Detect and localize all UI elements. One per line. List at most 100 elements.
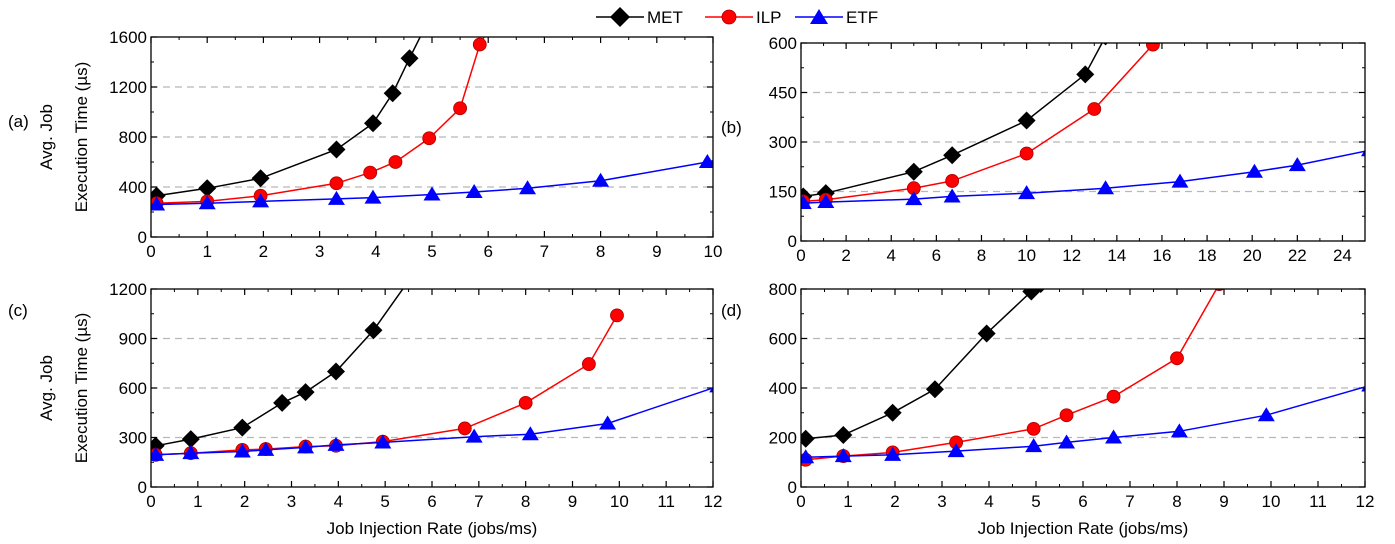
point-met [364,321,383,340]
point-met [181,430,200,449]
point-etf [198,195,216,210]
plot-frame [800,42,1366,242]
y-tick-label: 1200 [109,78,147,97]
point-ilp [453,101,468,116]
y-tick-label: 0 [138,228,147,247]
x-tick-label: 6 [932,246,941,265]
point-ilp [1087,102,1102,116]
x-tick-label: 6 [483,242,492,261]
point-etf [182,445,200,460]
panel-label-a: (a) [8,112,29,131]
point-etf [905,191,923,206]
x-tick-label: 0 [796,492,805,511]
point-etf [1170,423,1188,438]
series-line-met [803,43,1103,198]
point-etf [817,194,835,209]
x-tick-label: 5 [427,242,436,261]
series-line-ilp [155,315,618,456]
plot-frame [800,288,1366,488]
y-tick-label: 1600 [109,28,147,47]
legend-label-ilp: ILP [756,8,782,27]
x-tick-label: 20 [1243,246,1262,265]
point-etf [423,186,441,201]
legend-marker-etf [810,9,828,24]
series-line-ilp [156,37,485,205]
point-etf [519,180,537,195]
legend-label-met: MET [647,8,683,27]
point-etf [801,195,812,210]
legend-item-ilp: ILP [705,8,782,27]
point-etf [151,196,166,211]
y-tick-label: 0 [788,478,797,497]
point-met [400,49,419,68]
y-tick-label: 600 [769,330,797,349]
legend: MET ILP ETF [596,7,878,27]
panel-label-d: (d) [721,301,742,320]
point-met [1017,111,1036,130]
point-ilp [485,18,498,31]
x-tick-label: 8 [977,246,986,265]
x-tick-label: 7 [474,492,483,511]
point-etf [1288,157,1306,172]
point-etf [710,160,713,166]
x-tick-label: 12 [704,492,723,511]
series-line-etf [805,386,1365,459]
x-tick-label: 10 [704,242,723,261]
point-etf [1025,438,1043,453]
point-etf [521,426,539,441]
x-tick-label: 12 [1356,492,1375,511]
y-tick-label: 450 [769,84,797,103]
point-met [925,380,944,399]
x-tick-label: 16 [1152,246,1171,265]
x-tick-label: 10 [610,492,629,511]
point-etf [257,441,275,456]
x-tick-label: 12 [1062,246,1081,265]
x-tick-label: 6 [1078,492,1087,511]
x-axis-title-right: Job Injection Rate (jobs/ms) [978,519,1189,538]
x-tick-label: 14 [1107,246,1126,265]
point-etf [465,184,483,198]
point-etf [884,446,902,461]
x-tick-label: 6 [427,492,436,511]
point-met [977,324,996,343]
point-etf [1058,434,1076,449]
panel-label-b: (b) [721,118,742,137]
point-met [198,179,217,198]
point-etf [1245,163,1263,178]
series-area [801,43,1365,210]
point-ilp [422,131,437,146]
point-met [363,114,382,133]
point-etf [592,172,610,187]
y-tick-label: 800 [119,128,147,147]
x-tick-label: 5 [380,492,389,511]
y-tick-label: 0 [138,478,147,497]
plot-frame [150,288,714,488]
legend-marker-ilp [721,9,737,25]
point-ilp [945,174,960,188]
x-tick-label: 22 [1288,246,1307,265]
point-etf [947,443,965,458]
x-tick-label: 9 [652,242,661,261]
x-tick-label: 24 [1333,246,1352,265]
series-line-met [805,289,1036,440]
y-tick-label: 150 [769,183,797,202]
x-tick-label: 3 [937,492,946,511]
y-axis-title-top-line1: Avg. Job [37,104,56,170]
x-tick-label: 7 [540,242,549,261]
series-line-ilp [803,43,1156,203]
point-etf [1361,149,1365,157]
point-ilp [1159,43,1164,44]
y-tick-label: 0 [788,232,797,251]
y-tick-label: 200 [769,429,797,448]
point-ilp [1146,43,1160,52]
x-tick-label: 3 [315,242,324,261]
point-etf [1097,180,1115,195]
x-tick-label: 11 [657,492,675,511]
series-area [151,289,713,462]
point-met [296,383,315,402]
series-line-etf [803,150,1365,204]
y-tick-label: 400 [769,379,797,398]
series-line-met [156,37,421,197]
point-etf [698,154,713,168]
